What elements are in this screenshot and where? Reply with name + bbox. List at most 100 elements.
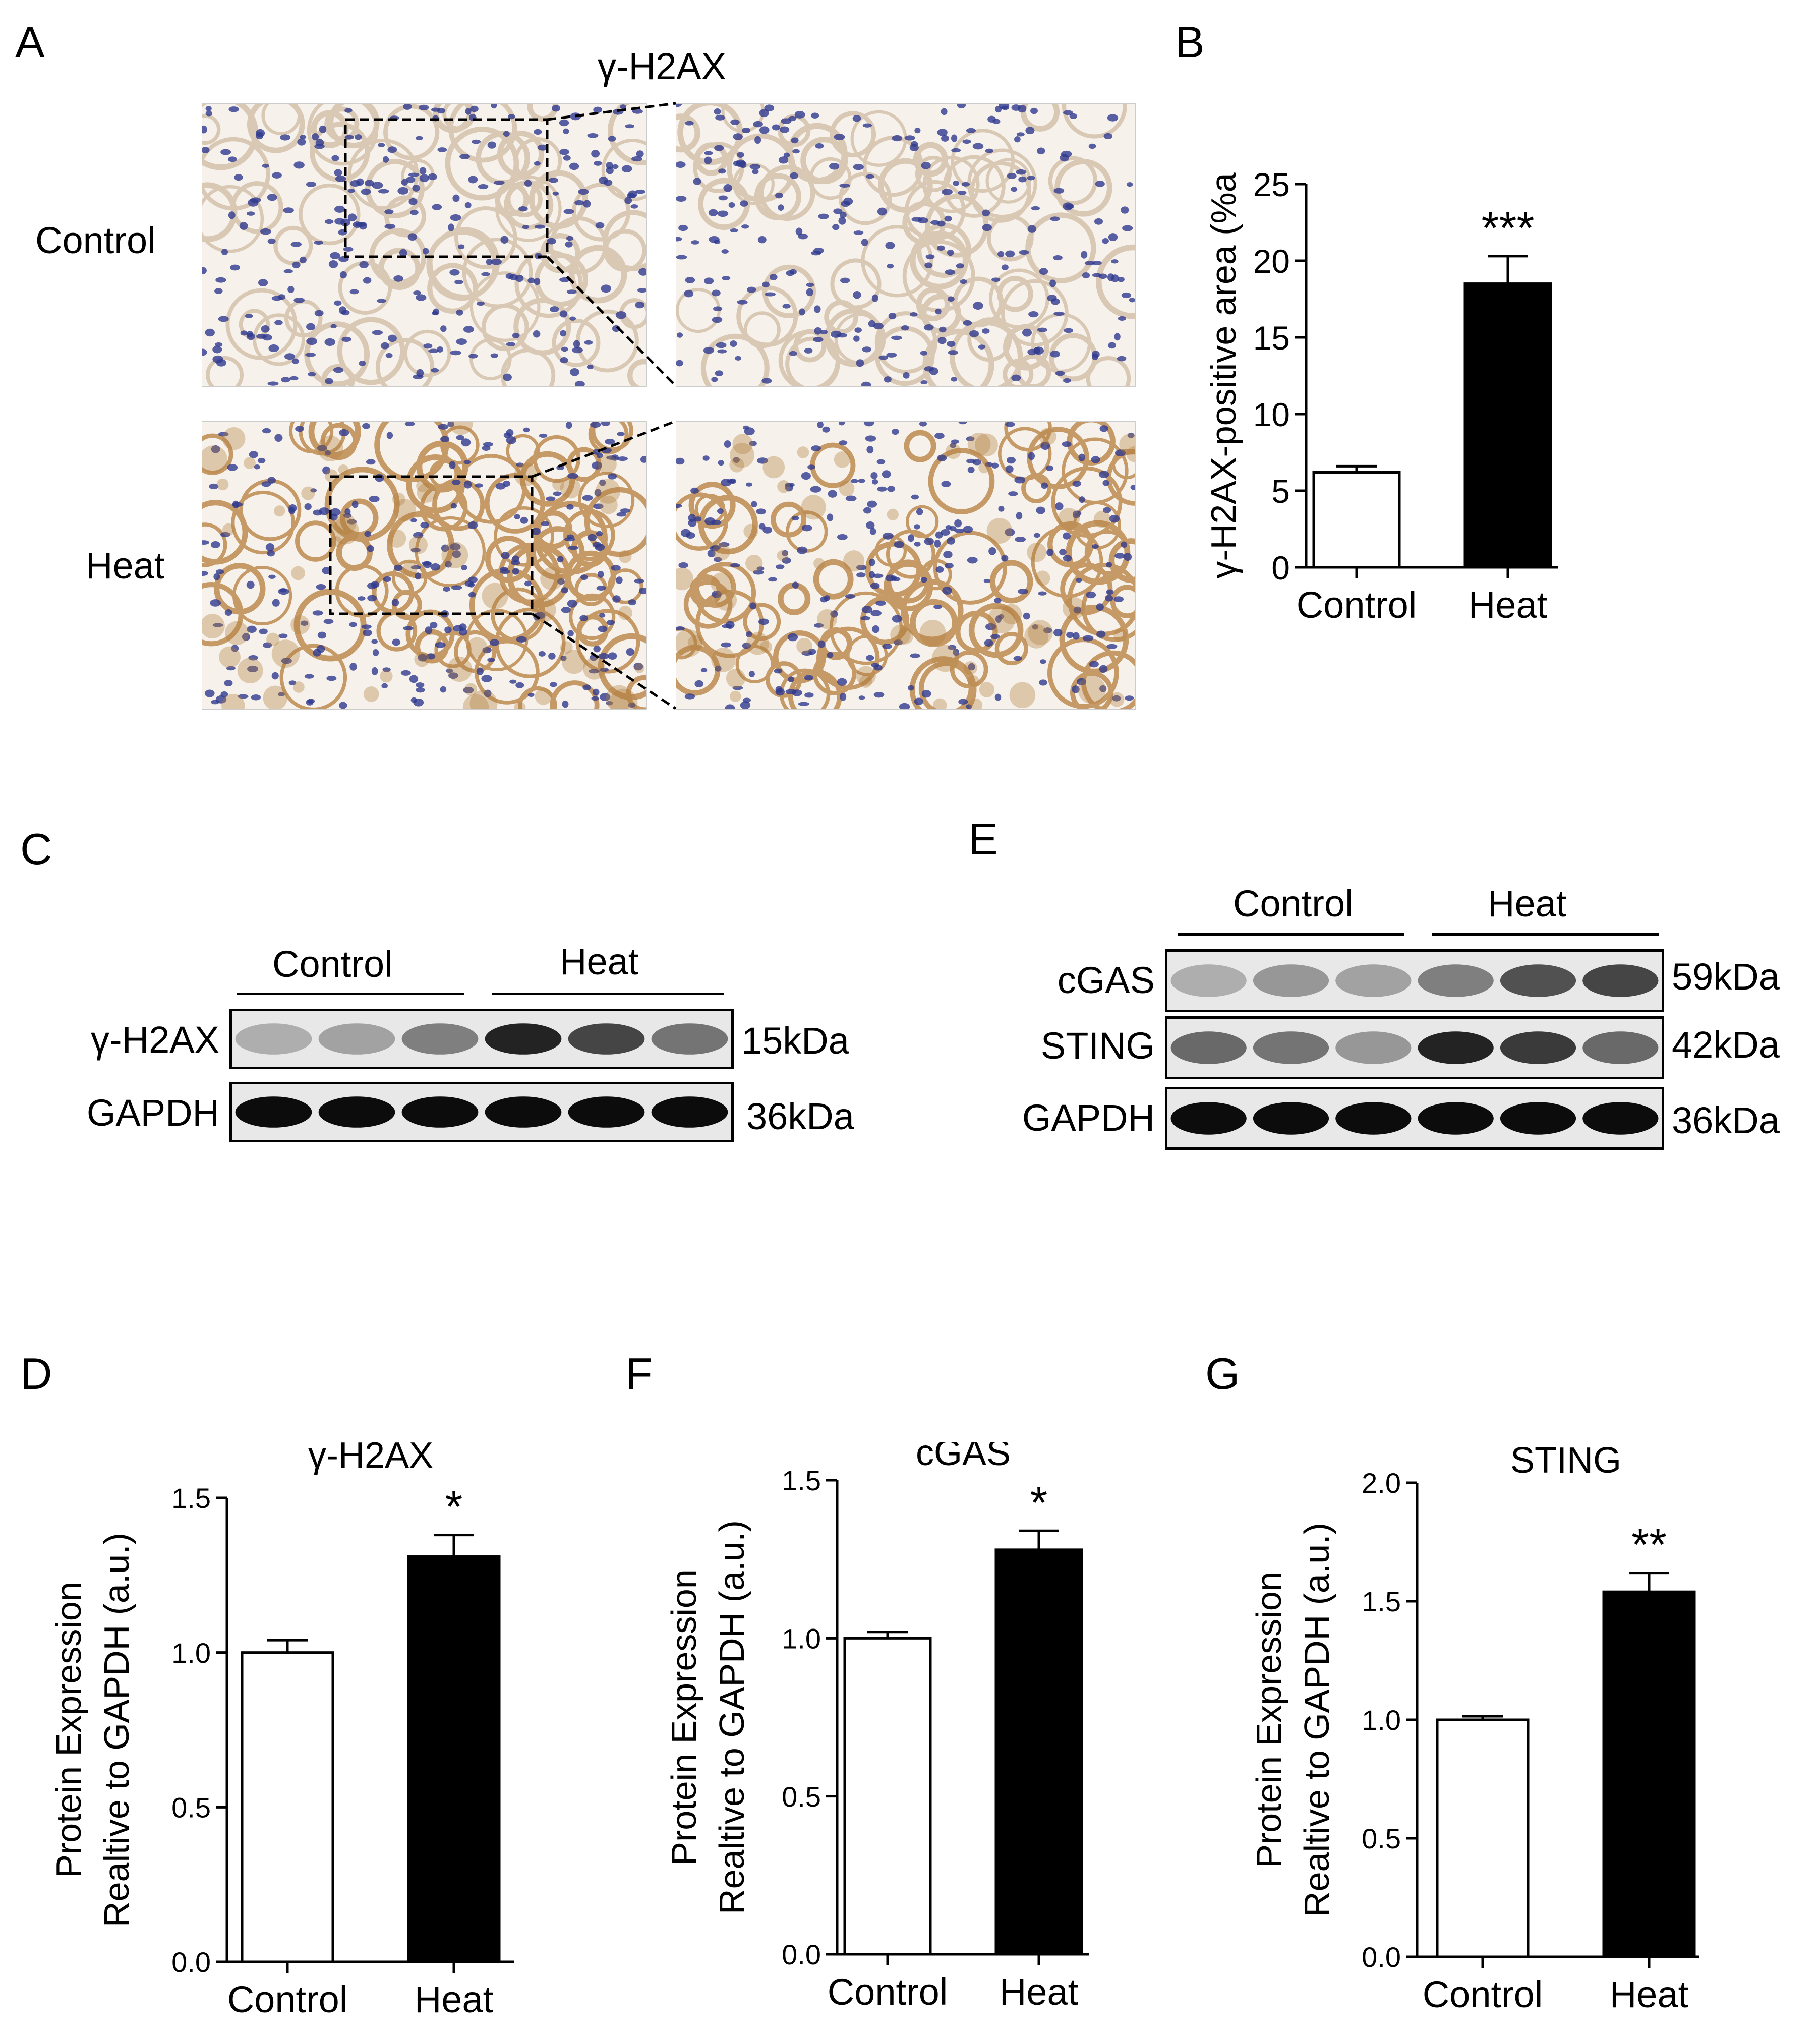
mg-c-low-nucleus-222: [393, 275, 403, 282]
mg-c-low-nucleus-201: [363, 277, 372, 284]
mg-c-high-nucleus-213: [1081, 251, 1088, 259]
mg-h-high-nucleus-22: [730, 563, 740, 568]
mg-c-high-alveolus-61: [1062, 104, 1127, 139]
mg-h-high-nucleus-87: [732, 685, 743, 690]
mg-h-high-nucleus-125: [797, 546, 808, 554]
mg-c-low-alveolus-21: [608, 104, 646, 166]
mg-h-high-nucleus-205: [1033, 533, 1040, 538]
mg-c-low-nucleus-74: [527, 277, 535, 283]
mg-h-high-nucleus-82: [704, 517, 716, 526]
mg-c-high-nucleus-192: [962, 139, 971, 144]
mg-c-low-nucleus-208: [387, 146, 397, 153]
mg-c-low-nucleus-126: [361, 188, 371, 195]
mg-c-low-nucleus-134: [534, 224, 546, 229]
mg-h-low-nucleus-116: [413, 532, 424, 539]
mg-h-high-nucleus-255: [725, 704, 735, 709]
mg-c-high-alveolus-58: [953, 276, 1004, 328]
mg-c-low-nucleus-228: [635, 301, 645, 309]
mg-c-low-nucleus-199: [559, 149, 569, 155]
mg-h-high-nucleus-10: [991, 462, 999, 469]
mg-c-high-alveolus-47: [830, 258, 882, 310]
mg-c-high-nucleus-13: [1107, 114, 1119, 122]
panel-label-a: A: [15, 17, 45, 67]
mg-h-high-nucleus-71: [845, 594, 855, 599]
mg-c-high-nucleus-97: [1114, 333, 1121, 341]
mg-h-high-alveolus-67: [765, 661, 802, 698]
mg-c-low-nucleus-209: [509, 274, 518, 280]
mg-h-low-stain-56: [449, 422, 474, 435]
mg-h-low-nucleus-237: [319, 507, 330, 515]
mg-h-low-stain-47: [301, 486, 315, 500]
blot-c-0-band-1: [318, 1023, 395, 1055]
mg-h-high-nucleus-30: [1096, 603, 1104, 611]
mg-c-low-alveolus-48: [206, 356, 244, 386]
blot-c-0-band-3: [485, 1023, 562, 1055]
zoom-line-heat-bottom: [531, 612, 677, 710]
mg-h-high-stain-11: [1113, 628, 1128, 643]
mg-c-high-nucleus-65: [865, 174, 874, 179]
mg-h-high-nucleus-117: [1040, 442, 1050, 450]
mg-h-low-stain-31: [416, 479, 429, 492]
mg-h-low-stain-17: [441, 542, 468, 569]
mg-c-high-nucleus-239: [1005, 250, 1015, 258]
mg-c-low-nucleus-54: [423, 343, 433, 349]
zoom-line-heat-top: [532, 420, 676, 478]
mg-c-low-nucleus-147: [260, 228, 271, 235]
chart-g-ytick-label-0: 0.0: [1362, 1941, 1401, 1973]
mg-h-low-stain-22: [363, 686, 379, 702]
mg-h-high-nucleus-176: [872, 625, 880, 633]
mg-h-high-nucleus-214: [837, 678, 847, 686]
mg-c-high-nucleus-26: [691, 240, 699, 245]
mg-h-low-alveolus-43: [295, 520, 336, 562]
mg-h-high-stain-21: [887, 508, 899, 520]
mg-h-high-nucleus-155: [685, 532, 695, 539]
mg-c-low-nucleus-139: [638, 268, 646, 276]
mg-c-high-nucleus-31: [1007, 172, 1017, 179]
mg-c-low-nucleus-17: [472, 139, 481, 144]
mg-c-low-nucleus-43: [552, 105, 561, 112]
mg-h-low-alveolus-69: [279, 644, 347, 709]
mg-c-high-nucleus-89: [1111, 274, 1119, 282]
mg-h-low-nucleus-18: [626, 648, 634, 656]
blot-c-1-band-3: [485, 1096, 562, 1128]
mg-h-low-nucleus-7: [415, 572, 421, 580]
mg-h-high-stain-0: [676, 567, 693, 591]
mg-h-low-nucleus-50: [590, 422, 601, 428]
mg-c-high-nucleus-158: [924, 366, 934, 372]
mg-h-high-nucleus-72: [707, 549, 716, 557]
mg-h-low-nucleus-106: [501, 552, 510, 559]
mg-c-high-nucleus-138: [704, 277, 714, 284]
mg-c-low-nucleus-93: [603, 180, 613, 186]
mg-c-low-nucleus-216: [283, 207, 294, 214]
mg-c-low-alveolus-14: [403, 329, 451, 377]
mg-h-low-nucleus-170: [565, 422, 572, 429]
mg-c-low-nucleus-145: [262, 163, 269, 168]
mg-c-low-nucleus-104: [637, 288, 646, 293]
mg-h-low-nucleus-77: [592, 461, 603, 470]
blot-e-2-band-1: [1253, 1102, 1329, 1135]
mg-c-high-nucleus-135: [1064, 328, 1073, 333]
mg-c-low-nucleus-229: [347, 213, 357, 222]
mg-c-low-nucleus-24: [218, 316, 229, 322]
mg-c-high-nucleus-175: [1117, 356, 1127, 362]
chart-g-category-label-1: Heat: [1610, 1973, 1689, 2015]
mg-h-high-nucleus-245: [860, 616, 870, 621]
mg-c-high-nucleus-68: [885, 242, 895, 249]
mg-c-high-nucleus-156: [791, 137, 799, 144]
mg-h-high-nucleus-180: [866, 521, 875, 530]
mg-h-low-alveolus-23: [591, 422, 633, 452]
mg-c-low-nucleus-239: [325, 378, 333, 384]
mg-c-low-nucleus-143: [494, 180, 505, 185]
blot-e-1-band-4: [1500, 1031, 1576, 1064]
mg-h-high-nucleus-238: [947, 537, 955, 545]
mg-h-high-nucleus-250: [824, 595, 831, 601]
mg-c-low-nucleus-19: [452, 194, 460, 202]
mg-h-low-nucleus-248: [452, 625, 463, 632]
mg-h-high-alveolus-1: [688, 482, 736, 529]
mg-h-high-nucleus-215: [871, 663, 879, 668]
blot-e-1-band-0: [1170, 1031, 1247, 1064]
mg-c-high-nucleus-107: [772, 124, 781, 131]
mg-c-high-nucleus-150: [829, 162, 840, 170]
mg-c-high-nucleus-70: [730, 340, 737, 347]
mg-h-low-nucleus-3: [440, 686, 447, 693]
